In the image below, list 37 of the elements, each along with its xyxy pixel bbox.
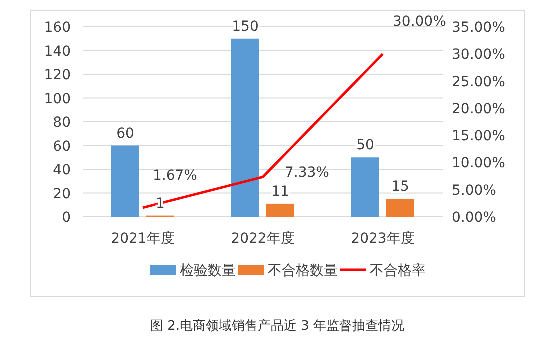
bar (232, 38, 260, 217)
y2-tick-label: 20.00% (452, 101, 506, 118)
legend-label: 不合格数量 (268, 263, 338, 279)
data-label: 7.33% (285, 165, 330, 182)
data-label: 30.00% (393, 14, 446, 30)
y-tick-label: 20 (53, 186, 71, 202)
data-label: 11 (272, 184, 290, 200)
y2-tick-label: 30.00% (452, 47, 506, 64)
y-tick-label: 60 (53, 138, 71, 155)
bar (386, 199, 414, 217)
legend-label: 不合格率 (370, 263, 426, 279)
data-label: 150 (232, 18, 259, 35)
y2-tick-label: 15.00% (452, 128, 506, 145)
data-label: 1.67% (153, 168, 198, 184)
data-label: 50 (356, 138, 374, 154)
y2-tick-label: 35.00% (452, 20, 506, 36)
y-tick-label: 160 (44, 20, 71, 36)
data-label: 60 (116, 126, 134, 142)
y-tick-label: 100 (44, 91, 71, 108)
bar (352, 158, 380, 217)
x-tick-label: 2022年度 (231, 231, 295, 247)
data-label: 15 (392, 179, 410, 196)
x-tick-label: 2021年度 (111, 231, 175, 247)
y-tick-label: 0 (62, 210, 71, 226)
y-tick-label: 140 (44, 44, 71, 60)
y2-tick-label: 5.00% (452, 182, 496, 199)
y2-tick-label: 0.00% (452, 210, 496, 226)
x-tick-label: 2023年度 (351, 231, 415, 247)
y2-tick-label: 25.00% (452, 74, 506, 90)
bar (112, 146, 140, 217)
y-tick-label: 40 (53, 162, 71, 178)
legend-label: 检验数量 (180, 263, 236, 279)
y-tick-label: 80 (53, 115, 71, 131)
y-tick-label: 120 (44, 68, 71, 84)
y2-tick-label: 10.00% (452, 156, 506, 172)
bar (266, 204, 294, 217)
caption: 图 2.电商领域销售产品近 3 年监督抽查情况 (150, 319, 405, 334)
